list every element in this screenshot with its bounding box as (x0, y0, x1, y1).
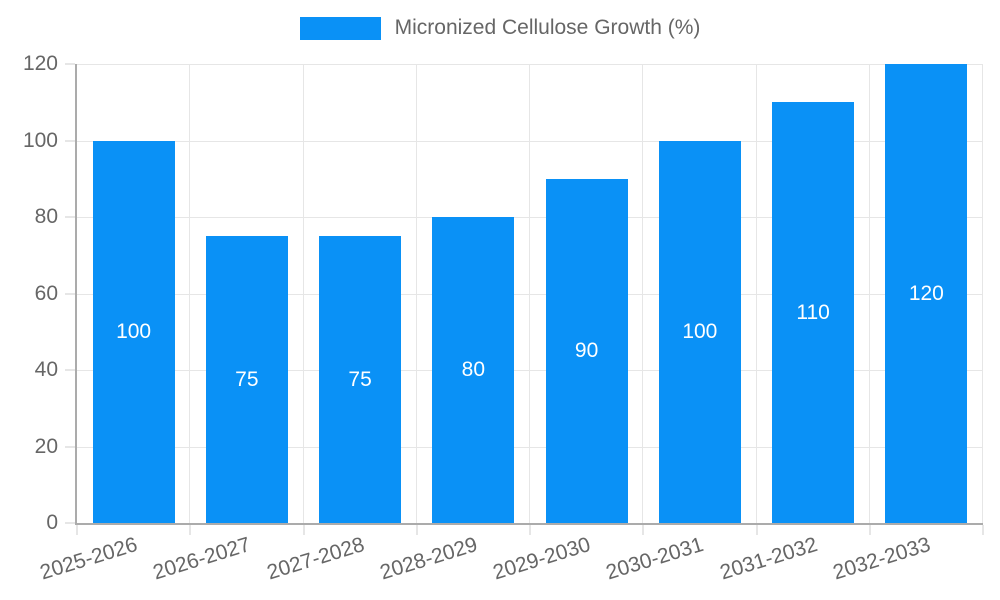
x-gridline (189, 64, 191, 523)
x-tick-mark (868, 525, 871, 535)
bar: 120 (885, 64, 968, 523)
x-tick-mark (982, 525, 984, 535)
y-tick-label: 120 (22, 52, 58, 75)
x-tick-mark (755, 525, 758, 535)
y-gridline (77, 140, 983, 142)
x-tick-mark (642, 525, 645, 535)
y-tick-mark (65, 522, 75, 524)
x-tick-mark (529, 525, 531, 535)
y-tick-label: 100 (22, 128, 58, 152)
y-gridline (77, 64, 983, 65)
bar-value-label: 75 (235, 367, 259, 391)
x-tick-label: 2031-2032 (717, 533, 820, 585)
x-gridline (415, 64, 417, 523)
y-tick-label: 80 (34, 205, 58, 229)
x-tick-label: 2025-2026 (37, 533, 141, 585)
y-gridline (77, 217, 983, 219)
y-tick-mark (65, 292, 75, 295)
bar: 90 (545, 178, 628, 523)
x-gridline (755, 64, 757, 523)
y-tick-label: 20 (34, 434, 58, 458)
bar: 100 (92, 140, 175, 523)
bar: 75 (205, 236, 288, 523)
y-gridline (77, 446, 983, 448)
bar: 100 (658, 140, 741, 523)
bar: 75 (319, 236, 402, 523)
y-axis-labels: 0 20 40 60 80 100 120 (0, 53, 58, 534)
x-tick-label: 2027-2028 (264, 533, 367, 585)
x-tick-label: 2029-2030 (490, 533, 594, 585)
y-tick-mark (65, 369, 75, 372)
x-gridline (529, 64, 530, 523)
legend-item[interactable]: Micronized Cellulose Growth (%) (299, 16, 701, 40)
x-gridline (982, 64, 983, 523)
bar-value-label: 100 (116, 319, 152, 343)
legend: Micronized Cellulose Growth (%) (0, 16, 1000, 40)
x-tick-label: 2026-2027 (150, 533, 254, 585)
x-tick-mark (415, 525, 418, 535)
x-gridline (302, 64, 304, 523)
plot-area: 100 75 75 80 90 100 110 120 2025-2026 2026-2027 20… (38, 63, 984, 584)
bar-value-label: 110 (796, 300, 830, 324)
x-tick-label: 2030-2031 (603, 533, 707, 585)
y-gridline (77, 370, 983, 372)
bar: 110 (772, 102, 855, 523)
y-tick-mark (65, 139, 75, 142)
x-tick-label: 2028-2029 (377, 533, 481, 585)
y-tick-mark (65, 216, 75, 219)
bar-value-label: 100 (682, 319, 718, 343)
bar-value-label: 80 (461, 358, 486, 381)
y-gridline (77, 293, 983, 295)
legend-swatch (299, 16, 381, 40)
y-tick-label: 60 (34, 281, 58, 305)
x-gridline (642, 64, 644, 523)
y-tick-label: 40 (34, 358, 58, 382)
bar: 80 (432, 217, 515, 523)
x-tick-mark (76, 525, 78, 535)
y-tick-label: 0 (46, 511, 58, 534)
y-tick-mark (65, 445, 75, 448)
x-tick-label: 2032-2033 (830, 533, 934, 585)
bar-value-label: 120 (908, 281, 944, 305)
legend-label: Micronized Cellulose Growth (%) (394, 16, 701, 39)
x-tick-mark (189, 525, 192, 535)
x-tick-mark (302, 525, 305, 535)
bar-value-label: 75 (348, 367, 372, 391)
x-gridline (868, 64, 870, 523)
y-tick-mark (65, 63, 75, 65)
bar-value-label: 90 (574, 338, 599, 362)
